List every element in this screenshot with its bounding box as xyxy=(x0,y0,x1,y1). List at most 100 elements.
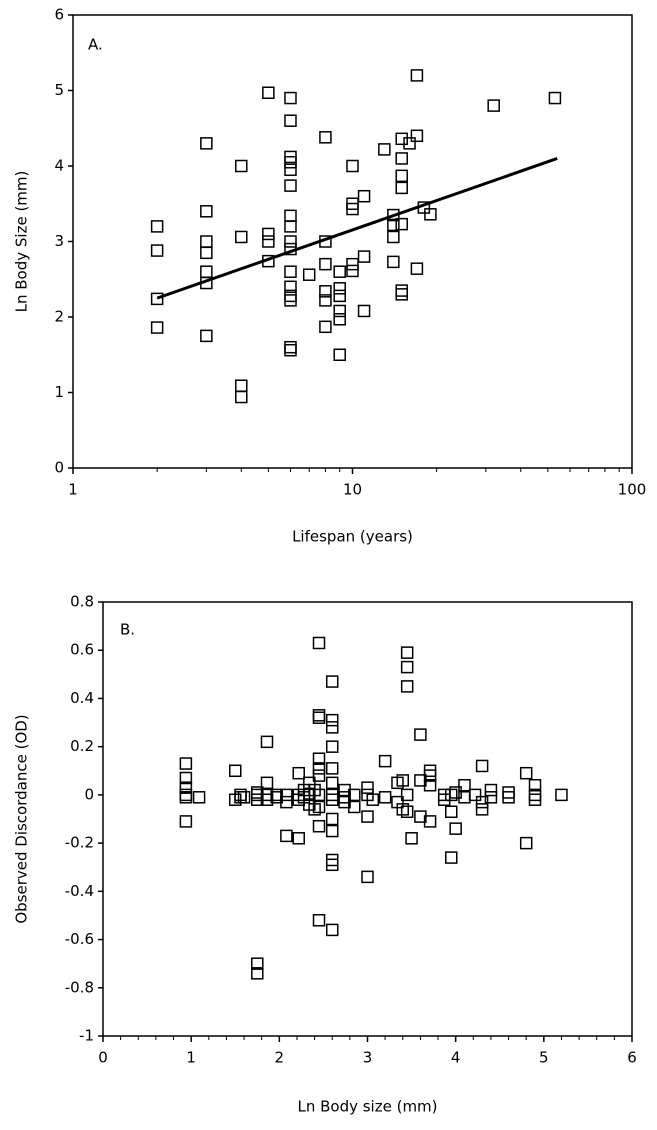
x-tick-label: 3 xyxy=(363,1049,373,1067)
marker xyxy=(400,788,414,802)
marker xyxy=(251,957,264,970)
marker xyxy=(284,343,297,357)
marker xyxy=(423,815,437,828)
marker xyxy=(484,783,498,797)
marker xyxy=(284,294,297,307)
marker xyxy=(284,340,297,354)
marker xyxy=(292,766,305,780)
marker xyxy=(319,285,332,298)
marker xyxy=(284,220,297,233)
marker xyxy=(150,292,164,306)
marker xyxy=(333,265,346,278)
marker xyxy=(325,740,339,753)
marker xyxy=(312,762,326,775)
marker xyxy=(312,752,326,765)
marker xyxy=(319,294,332,307)
marker xyxy=(262,227,275,241)
marker xyxy=(395,217,408,231)
y-tick-label: 0.4 xyxy=(70,689,94,707)
marker xyxy=(387,218,400,232)
marker xyxy=(395,169,408,183)
marker xyxy=(396,803,410,816)
marker xyxy=(260,735,274,749)
marker xyxy=(235,390,248,404)
marker xyxy=(325,812,339,826)
marker xyxy=(284,179,297,192)
marker xyxy=(179,815,193,828)
marker xyxy=(346,257,359,271)
marker xyxy=(262,235,275,248)
marker xyxy=(319,320,332,334)
marker xyxy=(150,244,164,257)
marker xyxy=(237,791,251,804)
marker xyxy=(179,757,193,770)
marker xyxy=(502,791,515,804)
marker xyxy=(346,202,359,216)
marker xyxy=(395,152,408,165)
marker xyxy=(325,762,339,775)
marker xyxy=(200,246,213,260)
marker xyxy=(325,923,339,937)
plot-frame xyxy=(72,14,633,469)
marker xyxy=(280,788,293,802)
marker xyxy=(312,788,326,802)
marker xyxy=(528,788,542,802)
marker xyxy=(270,788,283,802)
marker xyxy=(410,69,424,82)
x-axis-label: Lifespan (years) xyxy=(292,528,413,546)
y-tick-label: -0.4 xyxy=(65,882,94,900)
marker xyxy=(179,788,193,802)
panel-annotation: B. xyxy=(120,621,135,639)
marker xyxy=(410,262,424,275)
marker xyxy=(179,771,193,785)
y-axis-label: Ln Body Size (mm) xyxy=(13,171,31,313)
marker xyxy=(312,769,326,782)
marker xyxy=(308,803,321,816)
marker xyxy=(284,265,297,278)
marker xyxy=(325,776,339,790)
marker xyxy=(449,822,462,835)
marker xyxy=(410,129,424,143)
marker xyxy=(333,282,346,295)
marker xyxy=(284,155,297,169)
marker xyxy=(475,759,489,773)
marker xyxy=(414,728,427,741)
marker xyxy=(519,766,533,780)
marker xyxy=(395,288,408,301)
y-tick-label: -0.6 xyxy=(65,930,94,948)
marker xyxy=(325,824,339,838)
marker xyxy=(179,791,193,804)
y-tick-label: 1 xyxy=(54,383,64,401)
marker xyxy=(366,793,380,806)
marker xyxy=(251,967,264,980)
marker xyxy=(319,131,332,144)
marker xyxy=(387,255,400,269)
marker xyxy=(484,791,498,804)
marker xyxy=(487,99,500,112)
marker xyxy=(400,680,414,693)
marker xyxy=(528,778,542,792)
marker xyxy=(179,781,193,794)
marker xyxy=(319,257,332,271)
marker xyxy=(312,636,326,650)
marker xyxy=(325,675,339,688)
marker xyxy=(280,829,293,843)
marker xyxy=(333,289,346,303)
y-tick-label: 4 xyxy=(54,157,64,175)
marker xyxy=(395,132,408,146)
marker xyxy=(260,776,274,790)
marker xyxy=(280,795,293,809)
y-tick-label: 0 xyxy=(54,459,64,477)
marker xyxy=(400,805,414,819)
marker xyxy=(361,870,374,884)
marker xyxy=(292,832,305,845)
marker xyxy=(302,268,316,281)
marker xyxy=(400,646,414,659)
marker xyxy=(325,713,339,727)
marker xyxy=(400,660,414,674)
marker xyxy=(468,788,482,802)
marker xyxy=(423,778,437,792)
marker xyxy=(357,304,371,318)
y-tick-label: 6 xyxy=(54,6,64,24)
